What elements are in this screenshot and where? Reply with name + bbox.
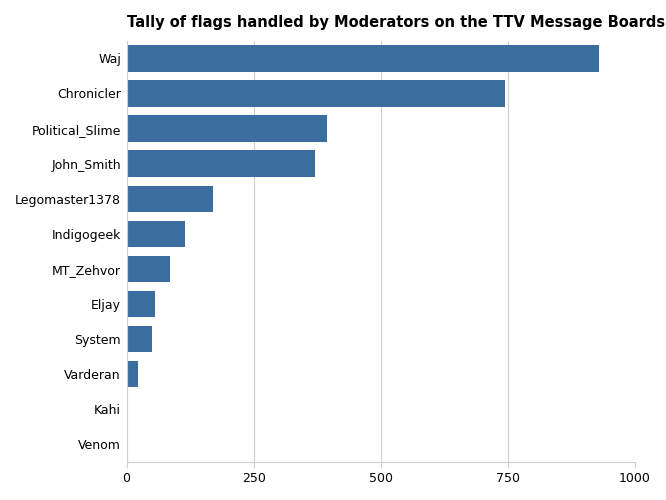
Bar: [127, 46, 599, 72]
Bar: [127, 290, 155, 317]
Bar: [127, 396, 128, 422]
Bar: [127, 80, 505, 106]
Bar: [127, 116, 328, 141]
Bar: [127, 150, 315, 176]
Bar: [127, 361, 138, 387]
Text: Tally of flags handled by Moderators on the TTV Message Boards, from June 9th, 2: Tally of flags handled by Moderators on …: [127, 15, 666, 30]
Bar: [127, 220, 185, 247]
Bar: [127, 186, 213, 212]
Bar: [127, 256, 170, 282]
Bar: [127, 326, 152, 352]
